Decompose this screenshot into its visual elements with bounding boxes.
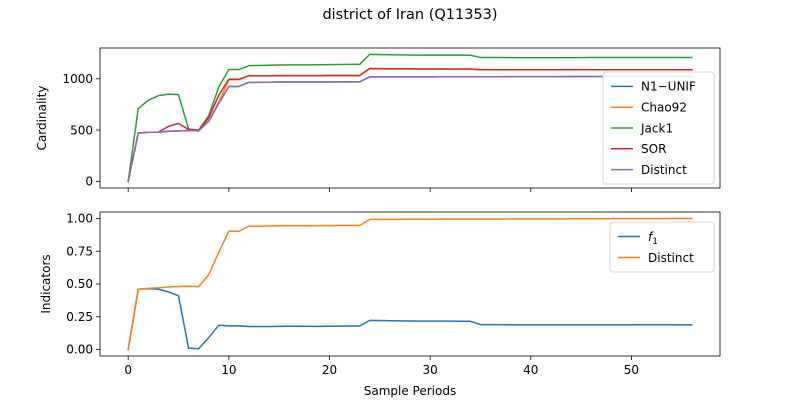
y-tick-label: 500 — [70, 123, 93, 137]
x-tick-label: 10 — [221, 363, 236, 377]
series-line-sor — [127, 67, 693, 183]
y-tick-label: 0.75 — [66, 244, 93, 258]
indicators-panel: 0 10 20 30 40 50 0.00 0.25 0.50 0.75 1.00 Indicator… — [39, 211, 721, 377]
series-line-jack1 — [127, 53, 693, 183]
legend-label-f1: f1 — [648, 230, 658, 247]
y-tick-label: 0.00 — [66, 343, 93, 357]
y-tick-label: 0.50 — [66, 277, 93, 291]
x-tick-label: 30 — [422, 363, 437, 377]
series-line-distinct — [127, 217, 693, 351]
legend: N1−UNIF Chao92 Jack1 SOR Distinct — [602, 71, 715, 185]
x-tick-label: 50 — [624, 363, 639, 377]
y-tick-label: 1000 — [62, 72, 93, 86]
cardinality-panel: 0 500 1000 Cardinality N1−UNIF Chao92 Jack1 SOR… — [35, 47, 721, 192]
legend-label-chao92: Chao92 — [641, 101, 687, 115]
legend-frame — [602, 71, 715, 185]
series-line-distinct — [127, 75, 693, 183]
x-tick-label: 20 — [322, 363, 337, 377]
y-axis-label: Indicators — [39, 254, 53, 313]
x-tick-label: 0 — [124, 363, 132, 377]
y-tick-label: 0 — [85, 175, 93, 189]
x-tick-label: 40 — [523, 363, 538, 377]
x-axis-label: Sample Periods — [364, 384, 456, 398]
axes-frame — [99, 47, 721, 189]
y-tick-label: 1.00 — [66, 212, 93, 226]
legend-label-distinct: Distinct — [648, 251, 694, 265]
legend-label-sor: SOR — [641, 142, 666, 156]
legend-label-distinct: Distinct — [641, 163, 687, 177]
y-axis-label: Cardinality — [35, 86, 49, 151]
chart-title: district of Iran (Q11353) — [322, 7, 497, 23]
legend-frame — [609, 221, 715, 273]
y-tick-label: 0.25 — [66, 310, 93, 324]
series-line-f1 — [127, 287, 693, 351]
legend-label-n1-unif: N1−UNIF — [641, 80, 696, 94]
legend: f1 Distinct — [609, 221, 715, 273]
legend-label-jack1: Jack1 — [640, 121, 673, 135]
